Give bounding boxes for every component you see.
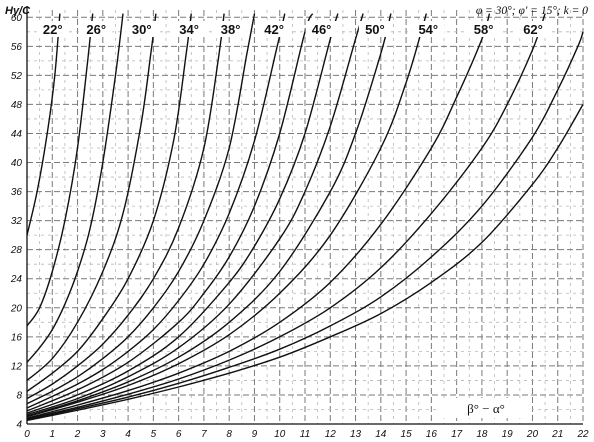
- curve-label: 46°: [312, 22, 332, 37]
- y-tick-label: 40: [11, 158, 23, 169]
- parameter-annotation: φ = 30°; φ' = 15°; k = 0: [476, 5, 588, 17]
- y-tick-label: 56: [11, 42, 23, 53]
- curve-label: 62°: [523, 22, 543, 37]
- x-tick-labels: 0 1 2 3 4 5 6 7 8 9 10 11 12 13 14 15 16 17 18 19 20 21 22: [24, 429, 589, 440]
- y-tick-label: 44: [11, 129, 23, 140]
- curve-label-bg: [412, 21, 445, 37]
- y-tick-label: 60: [11, 13, 23, 24]
- x-tick-label: 20: [526, 429, 539, 440]
- curve-label-bg: [358, 21, 391, 37]
- curve-58: [26, 31, 584, 421]
- curve-label-bg: [214, 21, 247, 37]
- x-tick-label: 4: [125, 429, 131, 440]
- curve-26: [26, 13, 124, 363]
- curve-label: 54°: [418, 22, 438, 37]
- curve-54: [26, 13, 546, 420]
- curve-label-bg: [305, 21, 338, 37]
- y-tick-label: 12: [11, 361, 23, 372]
- curve-44: [26, 13, 392, 417]
- x-tick-label: 1: [49, 429, 55, 440]
- x-tick-label: 13: [350, 429, 362, 440]
- curve-label: 22°: [43, 22, 63, 37]
- curve-label: 26°: [86, 22, 106, 37]
- y-tick-label: 24: [10, 274, 23, 285]
- x-tick-label: 10: [274, 429, 286, 440]
- x-tick-label: 2: [74, 429, 81, 440]
- x-tick-label: 6: [176, 429, 182, 440]
- curve-34: [26, 13, 256, 405]
- x-tick-label: 7: [201, 429, 207, 440]
- y-tick-label: 8: [16, 390, 22, 401]
- y-tick-label: 36: [11, 187, 23, 198]
- curves: [26, 13, 584, 422]
- curve-label: 42°: [264, 22, 284, 37]
- x-tick-label: 12: [325, 429, 337, 440]
- curve-28: [26, 13, 157, 381]
- x-tick-label: 15: [401, 429, 413, 440]
- curve-label-bg: [173, 21, 206, 37]
- curve-22: [26, 13, 61, 236]
- x-tick-label: 22: [576, 429, 589, 440]
- curve-50: [26, 13, 491, 419]
- x-tick-label: 3: [100, 429, 106, 440]
- curve-labels: 22° 26° 30° 34° 38° 42° 46° 50° 54° 58° 62°: [36, 21, 550, 37]
- curve-label-bg: [258, 21, 291, 37]
- curve-62: [26, 104, 584, 422]
- curve-42: [26, 13, 364, 416]
- x-tick-label: 21: [551, 429, 563, 440]
- curve-label: 58°: [474, 22, 494, 37]
- y-tick-label: 52: [11, 71, 23, 82]
- curve-38: [26, 13, 314, 412]
- x-tick-label: 19: [502, 429, 514, 440]
- y-tick-label: 32: [11, 216, 23, 227]
- curve-label-bg: [36, 21, 69, 37]
- x-tick-label: 18: [476, 429, 488, 440]
- x-tick-label: 8: [226, 429, 232, 440]
- curve-46: [26, 13, 427, 418]
- y-tick-label: 16: [11, 332, 23, 343]
- curve-30: [26, 13, 192, 392]
- curve-label-bg: [467, 21, 500, 37]
- curve-36: [26, 13, 286, 409]
- curve-32: [26, 13, 225, 400]
- y-axis-label: Hγ/C: [5, 5, 31, 17]
- x-axis-label-bg: [440, 398, 532, 418]
- x-tick-label: 9: [252, 429, 258, 440]
- x-tick-label: 11: [300, 429, 310, 440]
- grid: [26, 6, 584, 425]
- x-tick-label: 16: [426, 429, 438, 440]
- y-tick-label: 28: [10, 245, 23, 256]
- y-tick-label: 48: [11, 100, 23, 111]
- x-tick-label: 14: [375, 429, 387, 440]
- curve-label-bg: [125, 21, 158, 37]
- x-tick-label: 17: [451, 429, 463, 440]
- curve-label: 38°: [221, 22, 241, 37]
- curve-label: 50°: [365, 22, 385, 37]
- curve-40: [26, 13, 339, 414]
- x-tick-label: 5: [151, 429, 157, 440]
- curve-24: [26, 13, 94, 327]
- x-axis-label: β° − α°: [467, 401, 505, 416]
- curve-label-bg: [517, 21, 550, 37]
- y-tick-label: 4: [16, 420, 22, 431]
- x-tick-label: 0: [24, 429, 30, 440]
- y-tick-label: 20: [10, 303, 23, 314]
- curve-label-bg: [80, 21, 113, 37]
- curve-label: 30°: [132, 22, 152, 37]
- curve-label: 34°: [179, 22, 199, 37]
